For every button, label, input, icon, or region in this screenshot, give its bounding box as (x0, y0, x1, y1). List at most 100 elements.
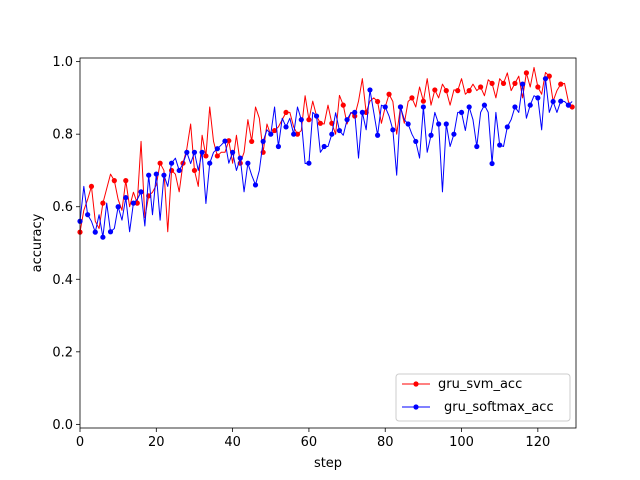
data-point-gru-softmax-acc (497, 142, 503, 148)
data-point-gru-softmax-acc (359, 109, 365, 116)
data-point-gru-softmax-acc (214, 146, 220, 152)
y-tick-label: 0.2 (52, 345, 73, 360)
data-point-gru-softmax-acc (565, 102, 571, 108)
data-point-gru-svm-acc (100, 200, 106, 206)
x-tick-label: 0 (76, 435, 84, 450)
data-point-gru-svm-acc (214, 153, 220, 159)
data-point-gru-softmax-acc (306, 160, 312, 166)
data-point-gru-svm-acc (386, 91, 392, 97)
data-point-gru-softmax-acc (146, 172, 152, 178)
data-point-gru-softmax-acc (92, 229, 98, 235)
data-point-gru-softmax-acc (313, 113, 320, 119)
data-point-gru-svm-acc (375, 98, 381, 105)
data-point-gru-softmax-acc (168, 160, 175, 166)
data-point-gru-svm-acc (535, 84, 541, 90)
data-point-gru-svm-acc (443, 88, 449, 94)
data-point-gru-softmax-acc (397, 104, 404, 110)
data-point-gru-softmax-acc (237, 155, 243, 161)
plot-area-background (80, 58, 576, 428)
data-point-gru-softmax-acc (138, 189, 144, 195)
data-point-gru-svm-acc (546, 73, 552, 79)
x-tick-label: 80 (377, 435, 394, 450)
data-point-gru-softmax-acc (367, 87, 373, 93)
legend-box (395, 373, 571, 422)
x-axis-label: step (314, 456, 342, 471)
x-tick-label: 40 (224, 435, 241, 450)
data-point-gru-softmax-acc (474, 143, 480, 150)
data-point-gru-softmax-acc (184, 149, 190, 155)
data-point-gru-softmax-acc (283, 124, 289, 130)
data-point-gru-softmax-acc (390, 127, 396, 133)
x-tick-label: 20 (148, 435, 165, 450)
data-point-gru-softmax-acc (115, 204, 121, 210)
data-point-gru-softmax-acc (123, 195, 129, 201)
data-point-gru-softmax-acc (268, 131, 274, 137)
data-point-gru-svm-acc (134, 200, 140, 206)
x-axis-ticks: 0 20 40 60 80 100 120 (76, 428, 550, 450)
data-point-gru-softmax-acc (344, 117, 350, 123)
data-point-gru-softmax-acc (245, 160, 251, 166)
data-point-gru-softmax-acc (504, 124, 510, 130)
data-point-gru-softmax-acc (275, 143, 281, 150)
data-point-gru-softmax-acc (375, 132, 381, 138)
data-point-gru-svm-acc (432, 87, 438, 93)
y-axis-ticks: 0.0 0.2 0.4 0.6 0.8 1.0 (52, 55, 80, 433)
data-point-gru-softmax-acc (382, 104, 388, 110)
data-point-gru-softmax-acc (420, 104, 426, 110)
data-point-gru-svm-acc (409, 95, 415, 101)
data-point-gru-softmax-acc (436, 121, 442, 127)
data-point-gru-svm-acc (306, 117, 312, 123)
data-point-gru-softmax-acc (413, 138, 419, 145)
data-point-gru-svm-acc (466, 88, 472, 94)
data-point-gru-softmax-acc (252, 182, 259, 188)
legend-label-gru-softmax: gru_softmax_acc (444, 400, 554, 415)
y-tick-label: 0.4 (52, 273, 73, 288)
data-point-gru-softmax-acc (428, 132, 434, 138)
data-point-gru-softmax-acc (481, 102, 488, 108)
legend: gru_svm_acc gru_softmax_acc (395, 373, 571, 422)
data-point-gru-softmax-acc (527, 102, 533, 108)
data-point-gru-softmax-acc (100, 234, 106, 240)
legend-label-gru-svm: gru_svm_acc (438, 377, 522, 392)
y-tick-label: 0.6 (52, 200, 73, 215)
data-point-gru-svm-acc (271, 127, 278, 134)
data-point-gru-softmax-acc (321, 143, 327, 150)
data-point-gru-softmax-acc (405, 121, 411, 127)
data-point-gru-svm-acc (294, 131, 301, 137)
data-point-gru-svm-acc (340, 102, 346, 108)
data-point-gru-softmax-acc (107, 229, 114, 235)
data-point-gru-softmax-acc (199, 149, 205, 155)
data-point-gru-softmax-acc (535, 95, 541, 101)
series-line-gru-svm-acc (79, 66, 573, 233)
data-point-gru-svm-acc (500, 80, 507, 86)
data-point-gru-softmax-acc (519, 81, 526, 87)
data-point-gru-svm-acc (512, 80, 518, 86)
data-point-gru-softmax-acc (161, 172, 167, 178)
data-point-gru-svm-acc (226, 138, 232, 144)
data-point-gru-svm-acc (455, 88, 461, 94)
data-point-gru-softmax-acc (512, 104, 518, 110)
data-point-gru-softmax-acc (550, 98, 556, 105)
plot-area-frame (79, 57, 577, 429)
data-point-gru-softmax-acc (451, 131, 457, 137)
y-tick-label: 1.0 (52, 55, 73, 70)
data-point-gru-softmax-acc (336, 127, 343, 134)
data-point-gru-svm-acc (157, 160, 163, 166)
data-point-gru-softmax-acc (466, 104, 472, 110)
data-point-gru-softmax-acc (191, 149, 198, 155)
y-tick-label: 0.8 (52, 128, 73, 143)
x-tick-label: 120 (525, 435, 550, 450)
data-point-gru-softmax-acc (458, 109, 465, 116)
data-point-gru-svm-acc (317, 120, 323, 126)
data-point-gru-softmax-acc (489, 160, 495, 167)
y-tick-label: 0.0 (52, 418, 73, 433)
data-point-gru-softmax-acc (291, 131, 297, 137)
data-point-gru-svm-acc (283, 109, 289, 116)
x-tick-label: 100 (449, 435, 474, 450)
data-point-gru-softmax-acc (298, 117, 304, 123)
data-point-gru-softmax-acc (176, 167, 182, 174)
data-point-gru-softmax-acc (130, 200, 137, 206)
data-point-gru-svm-acc (558, 81, 564, 87)
data-point-gru-svm-acc (489, 80, 495, 86)
